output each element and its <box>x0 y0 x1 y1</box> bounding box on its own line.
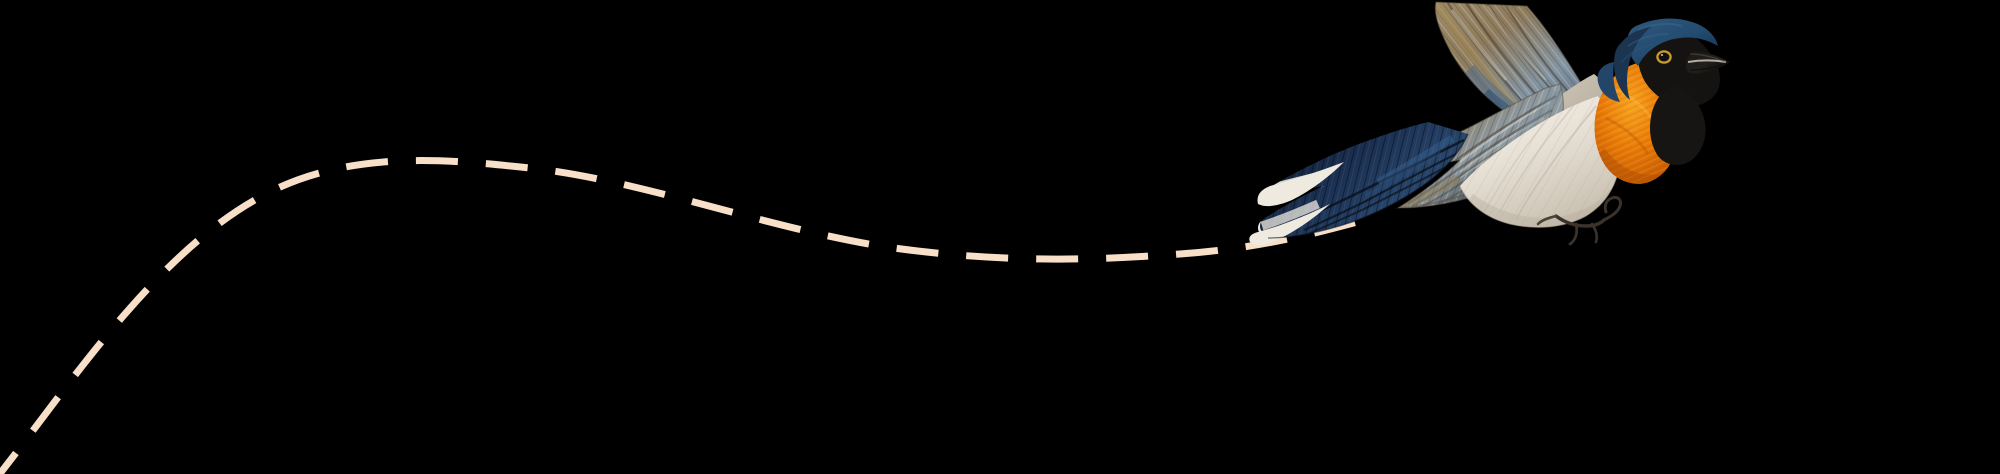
bird-beak <box>1686 52 1730 74</box>
dashed-flight-path <box>0 157 1373 474</box>
bird-eye <box>1655 49 1673 65</box>
bird-feet <box>1536 196 1622 246</box>
bird-belly <box>1459 95 1621 228</box>
bird-head <box>1597 18 1720 165</box>
